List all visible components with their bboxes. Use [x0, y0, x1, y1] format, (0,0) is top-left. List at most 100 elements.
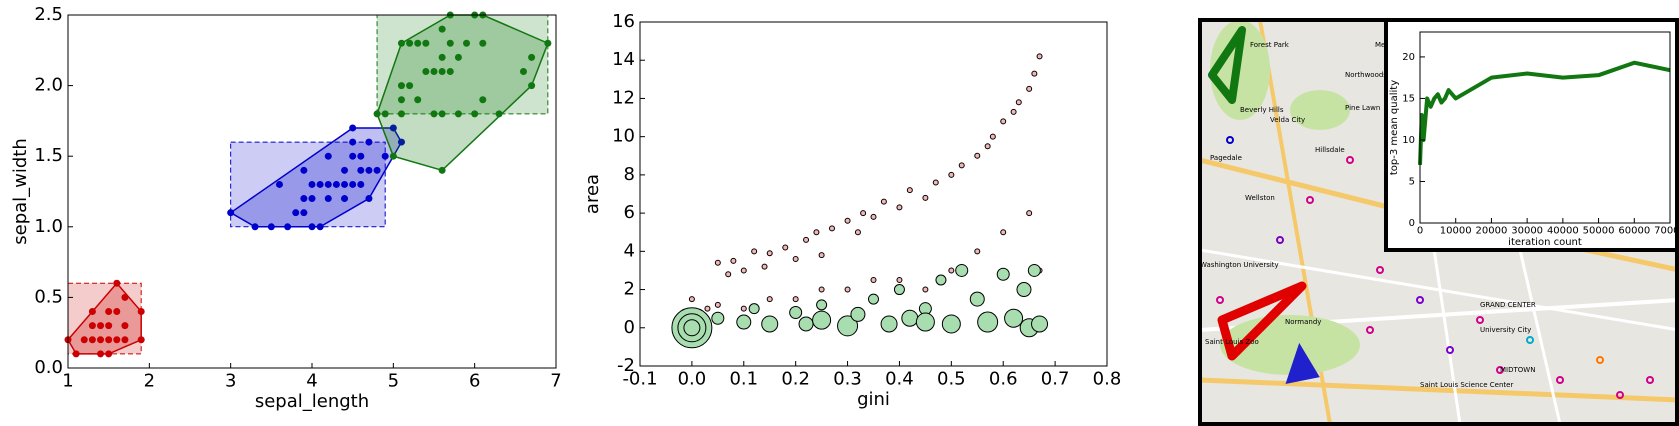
x-axis-label: sepal_length [255, 391, 369, 412]
point [740, 305, 747, 312]
y-tick-label: 10 [612, 126, 635, 147]
plot-area [1420, 32, 1670, 223]
point [996, 267, 1010, 281]
y-axis-label: area [582, 174, 603, 214]
y-tick-label: 0 [624, 317, 635, 338]
point [121, 336, 129, 344]
point [251, 223, 259, 231]
point [792, 296, 799, 303]
point [105, 336, 113, 344]
map-label: Forest Park [1250, 41, 1290, 49]
point [1026, 85, 1033, 92]
point [948, 267, 955, 274]
map-highway [1200, 377, 1679, 403]
panel-map: Forest Park Washington University Saint Lo… [1200, 20, 1679, 424]
x-tick-label: 1 [62, 371, 73, 392]
y-tick-label: 8 [624, 164, 635, 185]
point [1000, 229, 1007, 236]
point [941, 314, 961, 334]
x-tick-label: 4 [306, 371, 317, 392]
y-tick-label: 4 [624, 240, 635, 261]
point [454, 110, 462, 118]
point [932, 179, 939, 186]
point [349, 124, 357, 132]
point [422, 67, 430, 75]
point [915, 312, 935, 332]
point [300, 166, 308, 174]
point [365, 138, 373, 146]
point [381, 152, 389, 160]
point [714, 301, 721, 308]
point [704, 305, 711, 312]
point [365, 166, 373, 174]
point [137, 336, 145, 344]
y-tick-label: 5 [1409, 176, 1415, 187]
point [868, 293, 879, 305]
point [1027, 263, 1041, 277]
axes-frame [639, 21, 1108, 367]
point [446, 39, 454, 47]
point [438, 67, 446, 75]
point [275, 180, 283, 188]
point [922, 286, 929, 293]
map-label: Velda City [1270, 116, 1305, 124]
x-tick-label: 0.0 [678, 369, 707, 390]
x-tick-label: 20000 [1476, 226, 1508, 237]
point [974, 248, 981, 255]
x-tick-label: 2 [144, 371, 155, 392]
point [901, 309, 919, 327]
point [88, 336, 96, 344]
point [850, 306, 866, 322]
map-label: Wellston [1245, 194, 1275, 202]
x-axis-label: iteration count [1508, 237, 1582, 248]
point [430, 110, 438, 118]
point [766, 250, 773, 257]
point [454, 53, 462, 61]
map-label: Normandy [1285, 318, 1321, 326]
point [227, 209, 235, 217]
y-tick-label: 6 [624, 202, 635, 223]
x-tick-label: 0.4 [885, 369, 914, 390]
x-tick-label: 40000 [1547, 226, 1579, 237]
point [725, 271, 732, 278]
point [292, 209, 300, 217]
point [357, 166, 365, 174]
y-tick-label: 20 [1402, 52, 1415, 63]
point [349, 138, 357, 146]
axes-frame [1419, 31, 1671, 224]
x-tick-label: 3 [225, 371, 236, 392]
x-tick-label: 0.6 [989, 369, 1018, 390]
y-tick-label: -2 [617, 355, 635, 376]
point [782, 244, 789, 251]
map-label: Northwoods [1345, 71, 1387, 79]
point [121, 322, 129, 330]
point [316, 180, 324, 188]
point [880, 198, 887, 205]
point [97, 336, 105, 344]
point [438, 166, 446, 174]
point [463, 39, 471, 47]
point [870, 277, 877, 283]
map-label: GRAND CENTER [1480, 301, 1536, 309]
x-tick-label: 10000 [1440, 226, 1472, 237]
point [519, 67, 527, 75]
point [984, 143, 991, 150]
x-axis-label: gini [857, 389, 890, 410]
point [896, 204, 903, 211]
point [528, 53, 536, 61]
point [88, 322, 96, 330]
point [438, 53, 446, 61]
point [789, 305, 803, 319]
point [430, 67, 438, 75]
point [324, 180, 332, 188]
point [798, 316, 814, 332]
point [365, 195, 373, 203]
x-tick-label: 6 [469, 371, 480, 392]
point [714, 259, 721, 266]
point [397, 138, 405, 146]
y-tick-label: 0.0 [34, 357, 63, 378]
point [766, 296, 773, 303]
map-label: Washington University [1200, 261, 1279, 269]
